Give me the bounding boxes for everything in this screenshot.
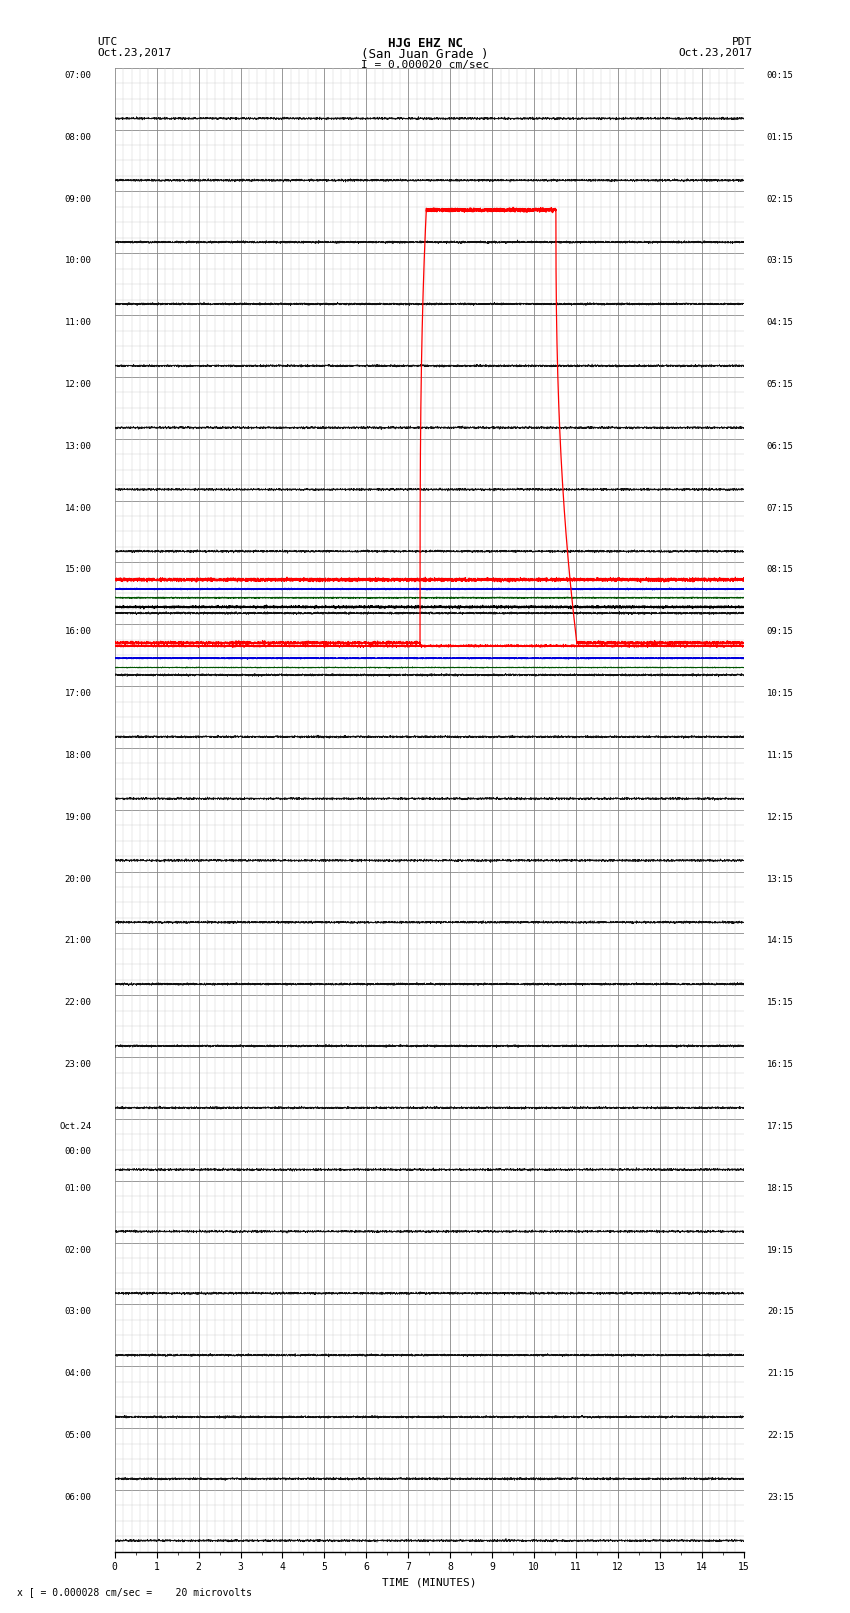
- Text: 14:15: 14:15: [767, 937, 794, 945]
- Text: 01:00: 01:00: [65, 1184, 92, 1192]
- Text: 02:00: 02:00: [65, 1245, 92, 1255]
- Text: 19:00: 19:00: [65, 813, 92, 821]
- Text: 22:00: 22:00: [65, 998, 92, 1007]
- Text: 05:00: 05:00: [65, 1431, 92, 1440]
- Text: 11:15: 11:15: [767, 752, 794, 760]
- Text: Oct.23,2017: Oct.23,2017: [678, 48, 752, 58]
- Text: 12:15: 12:15: [767, 813, 794, 821]
- Text: Oct.24: Oct.24: [60, 1123, 92, 1131]
- Text: 13:15: 13:15: [767, 874, 794, 884]
- X-axis label: TIME (MINUTES): TIME (MINUTES): [382, 1578, 477, 1587]
- Text: 13:00: 13:00: [65, 442, 92, 450]
- Text: 23:15: 23:15: [767, 1494, 794, 1502]
- Text: 18:15: 18:15: [767, 1184, 794, 1192]
- Text: 10:00: 10:00: [65, 256, 92, 265]
- Text: Oct.23,2017: Oct.23,2017: [98, 48, 172, 58]
- Text: 06:15: 06:15: [767, 442, 794, 450]
- Text: 20:00: 20:00: [65, 874, 92, 884]
- Text: 14:00: 14:00: [65, 503, 92, 513]
- Text: 05:15: 05:15: [767, 381, 794, 389]
- Text: UTC: UTC: [98, 37, 118, 47]
- Text: 15:00: 15:00: [65, 566, 92, 574]
- Text: 20:15: 20:15: [767, 1308, 794, 1316]
- Text: HJG EHZ NC: HJG EHZ NC: [388, 37, 462, 50]
- Text: 07:15: 07:15: [767, 503, 794, 513]
- Text: (San Juan Grade ): (San Juan Grade ): [361, 48, 489, 61]
- Text: 08:00: 08:00: [65, 132, 92, 142]
- Text: PDT: PDT: [732, 37, 752, 47]
- Text: 01:15: 01:15: [767, 132, 794, 142]
- Text: 00:00: 00:00: [65, 1147, 92, 1155]
- Text: 19:15: 19:15: [767, 1245, 794, 1255]
- Text: 03:15: 03:15: [767, 256, 794, 265]
- Text: 17:00: 17:00: [65, 689, 92, 698]
- Text: 16:15: 16:15: [767, 1060, 794, 1069]
- Text: 12:00: 12:00: [65, 381, 92, 389]
- Text: 07:00: 07:00: [65, 71, 92, 79]
- Text: 09:00: 09:00: [65, 195, 92, 203]
- Text: 03:00: 03:00: [65, 1308, 92, 1316]
- Text: 21:00: 21:00: [65, 937, 92, 945]
- Text: 02:15: 02:15: [767, 195, 794, 203]
- Text: 09:15: 09:15: [767, 627, 794, 636]
- Text: 15:15: 15:15: [767, 998, 794, 1007]
- Text: 11:00: 11:00: [65, 318, 92, 327]
- Text: 08:15: 08:15: [767, 566, 794, 574]
- Text: I = 0.000020 cm/sec: I = 0.000020 cm/sec: [361, 60, 489, 69]
- Text: 17:15: 17:15: [767, 1123, 794, 1131]
- Text: x [ = 0.000028 cm/sec =    20 microvolts: x [ = 0.000028 cm/sec = 20 microvolts: [17, 1587, 252, 1597]
- Text: 04:15: 04:15: [767, 318, 794, 327]
- Text: 06:00: 06:00: [65, 1494, 92, 1502]
- Text: 10:15: 10:15: [767, 689, 794, 698]
- Text: 21:15: 21:15: [767, 1369, 794, 1378]
- Text: 00:15: 00:15: [767, 71, 794, 79]
- Text: 23:00: 23:00: [65, 1060, 92, 1069]
- Text: 22:15: 22:15: [767, 1431, 794, 1440]
- Text: 04:00: 04:00: [65, 1369, 92, 1378]
- Text: 18:00: 18:00: [65, 752, 92, 760]
- Text: 16:00: 16:00: [65, 627, 92, 636]
